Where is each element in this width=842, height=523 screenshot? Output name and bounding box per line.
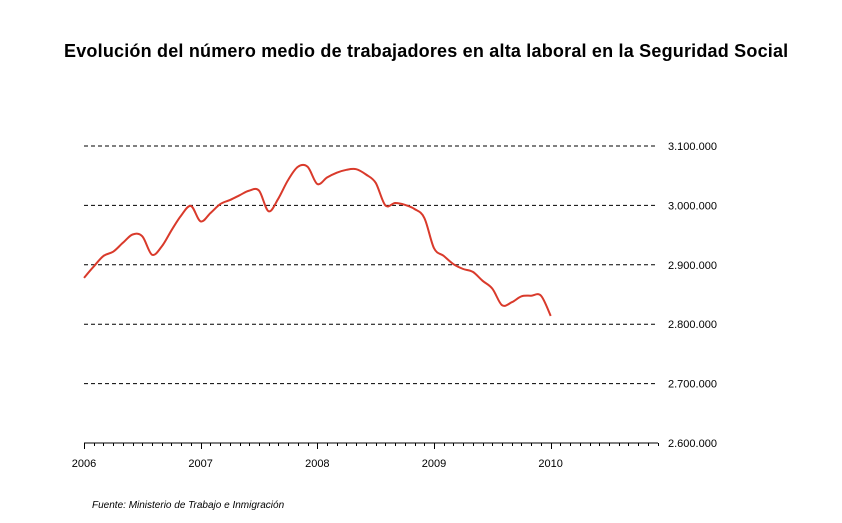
y-tick-label: 2.800.000 (668, 319, 717, 331)
x-tick-label: 2007 (188, 458, 212, 470)
y-tick-label: 2.700.000 (668, 379, 717, 391)
x-tick-label: 2006 (72, 458, 96, 470)
grid-lines (84, 145, 658, 385)
x-axis-labels: 2006 2007 2008 2009 2010 (72, 458, 563, 470)
series-layer (83, 163, 552, 317)
y-tick-label: 2.600.000 (668, 438, 717, 450)
series-line (83, 163, 552, 317)
source-note: Fuente: Ministerio de Trabajo e Inmigrac… (92, 500, 285, 511)
x-axis (84, 442, 659, 449)
x-tick-label: 2009 (422, 458, 446, 470)
x-tick-label: 2008 (305, 458, 329, 470)
y-tick-label: 2.900.000 (668, 260, 717, 272)
y-tick-label: 3.000.000 (668, 200, 717, 212)
x-tick-label: 2010 (538, 458, 562, 470)
y-tick-label: 3.100.000 (668, 141, 717, 153)
chart-title: Evolución del número medio de trabajador… (64, 41, 789, 61)
y-axis-labels: 2.600.000 2.700.000 2.800.000 2.900.000 3.00… (668, 141, 717, 450)
